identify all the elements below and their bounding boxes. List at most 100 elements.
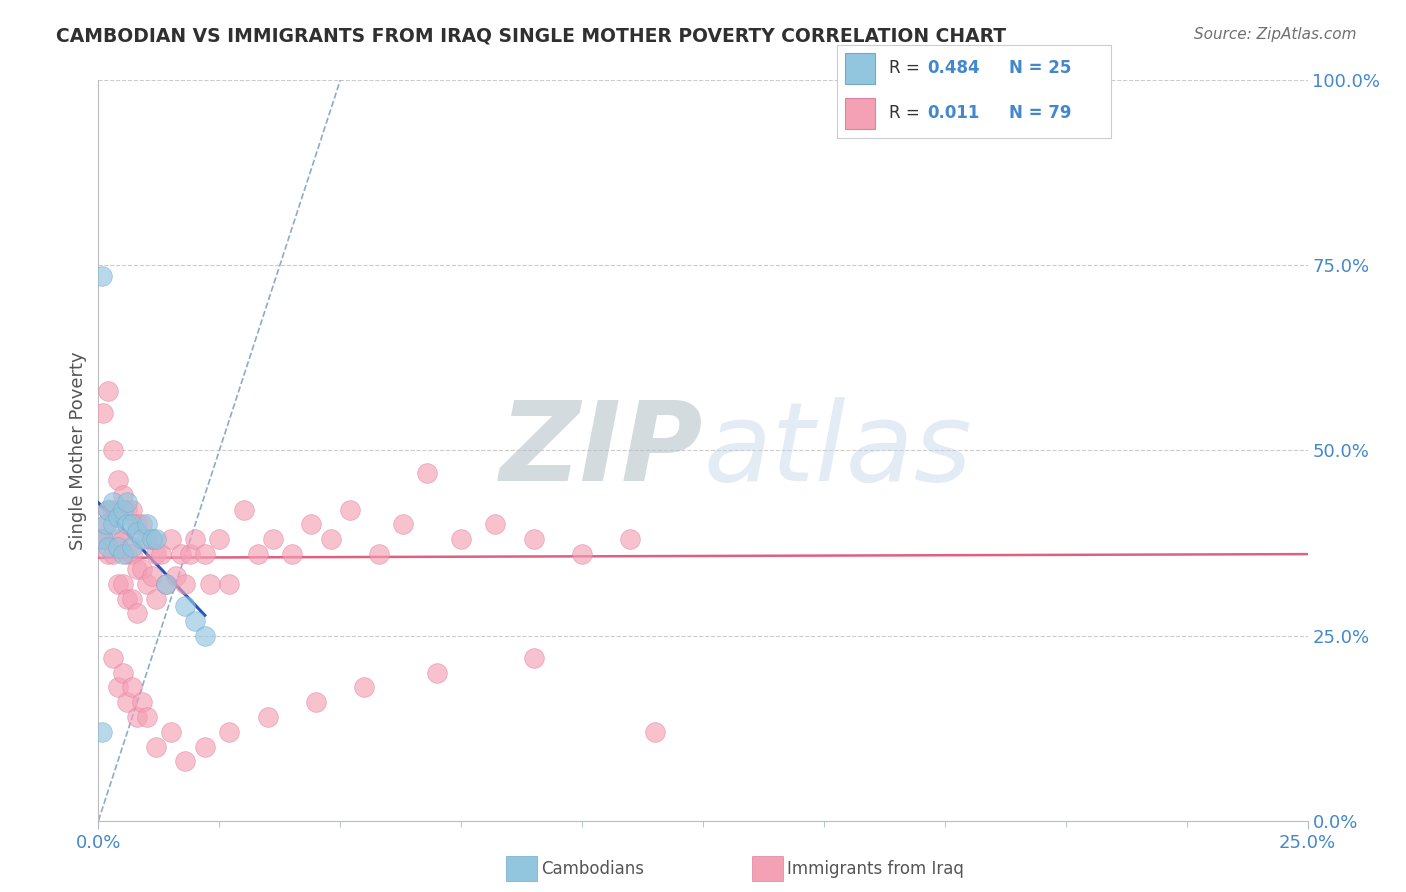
Point	[91, 407, 114, 421]
Point	[174, 599, 197, 613]
Point	[155, 576, 177, 591]
Point	[184, 614, 207, 628]
Point	[174, 576, 197, 591]
Text: atlas: atlas	[703, 397, 972, 504]
Point	[127, 562, 149, 576]
Point	[131, 517, 153, 532]
Point	[339, 502, 361, 516]
Point	[111, 488, 134, 502]
Point	[141, 533, 163, 547]
Point	[281, 547, 304, 561]
Point	[450, 533, 472, 547]
FancyBboxPatch shape	[845, 98, 875, 129]
Text: N = 79: N = 79	[1010, 104, 1071, 122]
Point	[131, 533, 153, 547]
Point	[97, 502, 120, 516]
Point	[127, 607, 149, 621]
Point	[121, 502, 143, 516]
Point	[155, 576, 177, 591]
Text: Source: ZipAtlas.com: Source: ZipAtlas.com	[1194, 27, 1357, 42]
Point	[198, 576, 221, 591]
Text: CAMBODIAN VS IMMIGRANTS FROM IRAQ SINGLE MOTHER POVERTY CORRELATION CHART: CAMBODIAN VS IMMIGRANTS FROM IRAQ SINGLE…	[56, 27, 1007, 45]
Point	[127, 710, 149, 724]
Point	[571, 547, 593, 561]
Point	[107, 681, 129, 695]
Point	[135, 533, 157, 547]
Point	[111, 547, 134, 561]
Point	[107, 540, 129, 554]
Point	[218, 576, 240, 591]
Point	[218, 724, 240, 739]
Point	[392, 517, 415, 532]
Point	[523, 533, 546, 547]
Point	[160, 533, 183, 547]
FancyBboxPatch shape	[845, 53, 875, 84]
Point	[91, 533, 114, 547]
Text: Cambodians: Cambodians	[541, 860, 644, 878]
Point	[101, 517, 124, 532]
Point	[160, 724, 183, 739]
Point	[111, 502, 134, 516]
Point	[97, 384, 120, 399]
Point	[107, 576, 129, 591]
Text: R =: R =	[889, 104, 929, 122]
Text: ZIP: ZIP	[499, 397, 703, 504]
Point	[194, 739, 217, 754]
Point	[135, 710, 157, 724]
Point	[111, 576, 134, 591]
Point	[131, 695, 153, 709]
Text: R =: R =	[889, 59, 925, 77]
Point	[141, 569, 163, 583]
Point	[121, 547, 143, 561]
Point	[101, 502, 124, 516]
Point	[169, 547, 191, 561]
Text: Immigrants from Iraq: Immigrants from Iraq	[787, 860, 965, 878]
Point	[94, 517, 117, 532]
Point	[141, 533, 163, 547]
Point	[179, 547, 201, 561]
Point	[619, 533, 641, 547]
Point	[97, 502, 120, 516]
Point	[145, 533, 167, 547]
Point	[121, 540, 143, 554]
Point	[127, 524, 149, 539]
Point	[184, 533, 207, 547]
Text: N = 25: N = 25	[1010, 59, 1071, 77]
Point	[150, 547, 173, 561]
Point	[107, 510, 129, 524]
Point	[121, 681, 143, 695]
Point	[90, 533, 112, 547]
Point	[305, 695, 328, 709]
Point	[111, 533, 134, 547]
Text: 0.484: 0.484	[927, 59, 980, 77]
Point	[97, 540, 120, 554]
Point	[135, 517, 157, 532]
Point	[194, 628, 217, 642]
Point	[121, 591, 143, 606]
Point	[91, 724, 114, 739]
Point	[319, 533, 342, 547]
Point	[111, 665, 134, 680]
Point	[135, 576, 157, 591]
Point	[91, 269, 114, 284]
Point	[247, 547, 270, 561]
Point	[194, 547, 217, 561]
Point	[117, 517, 139, 532]
Point	[145, 591, 167, 606]
Point	[262, 533, 284, 547]
Point	[145, 547, 167, 561]
Point	[145, 739, 167, 754]
Point	[101, 443, 124, 458]
Point	[117, 502, 139, 516]
Point	[97, 547, 120, 561]
Point	[117, 591, 139, 606]
Y-axis label: Single Mother Poverty: Single Mother Poverty	[69, 351, 87, 549]
Point	[523, 650, 546, 665]
Point	[484, 517, 506, 532]
Point	[101, 547, 124, 561]
Point	[131, 562, 153, 576]
Point	[353, 681, 375, 695]
Point	[368, 547, 391, 561]
Point	[121, 517, 143, 532]
Point	[94, 517, 117, 532]
